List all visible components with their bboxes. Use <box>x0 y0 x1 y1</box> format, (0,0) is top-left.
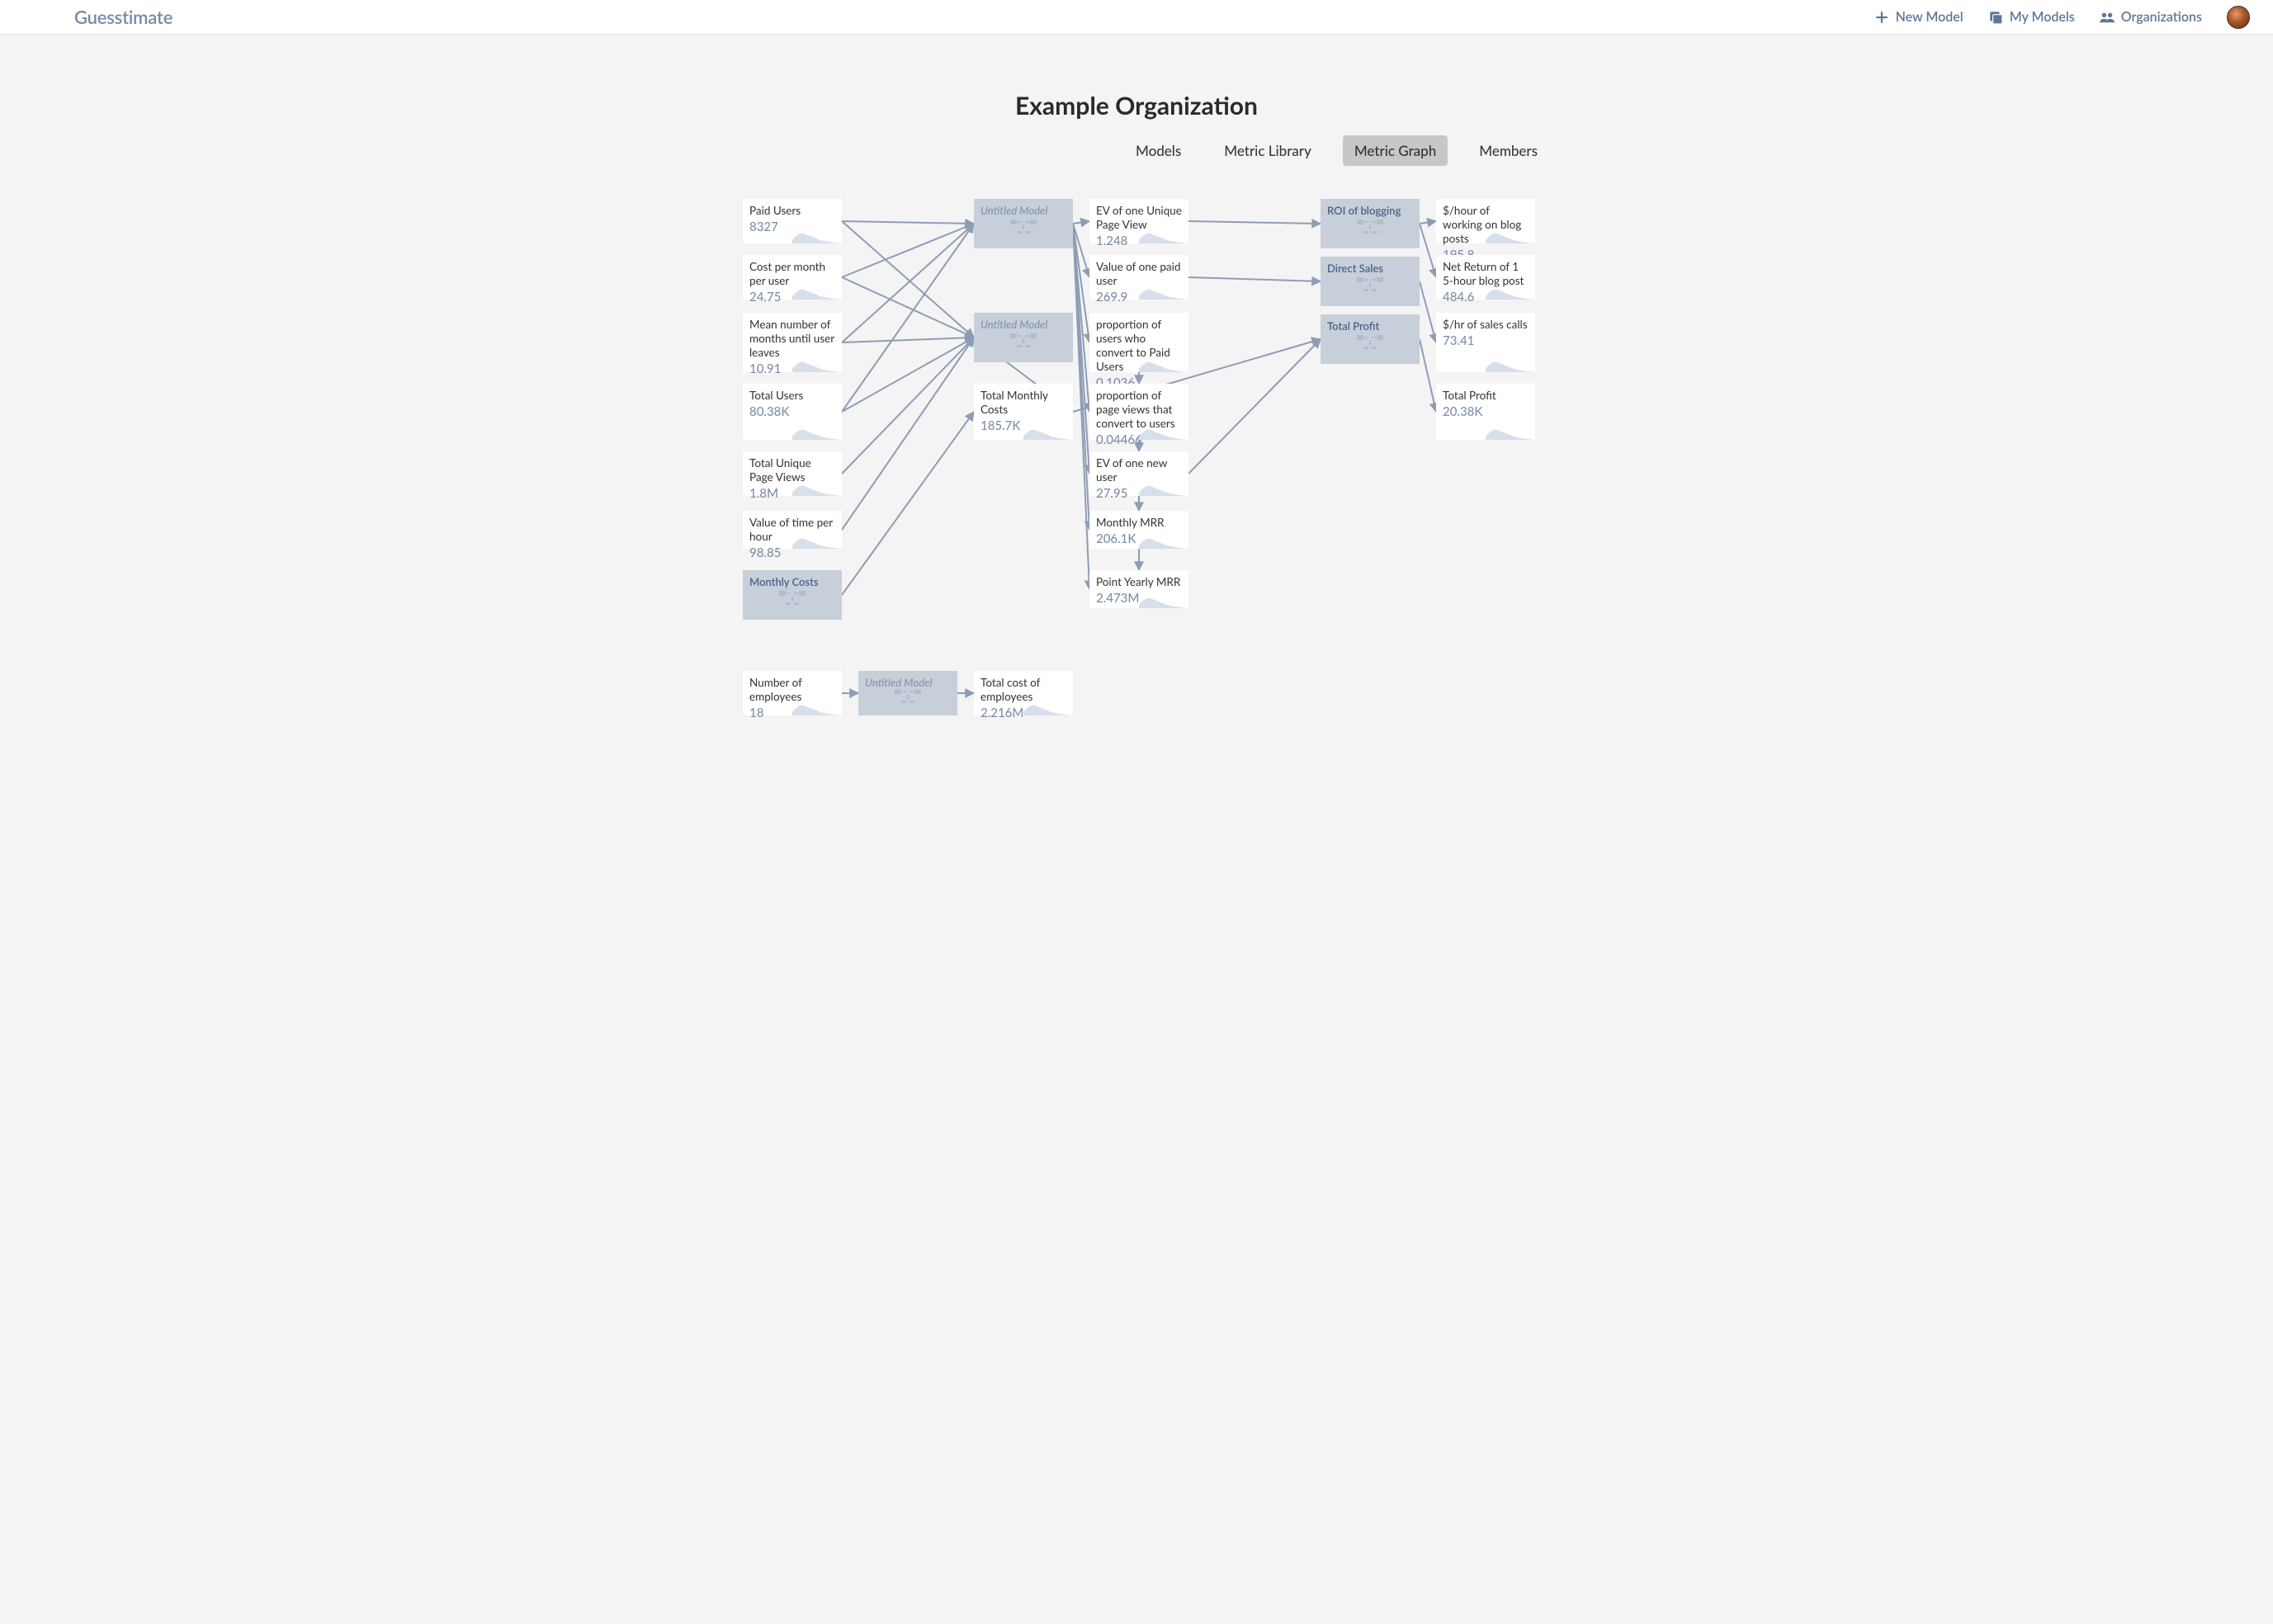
brand-logo[interactable]: Guesstimate <box>15 6 172 28</box>
node-label: EV of one Unique Page View <box>1096 204 1182 232</box>
node-untitled1[interactable]: Untitled Model <box>974 199 1073 248</box>
node-yearly_mrr[interactable]: Point Yearly MRR 2.473M <box>1089 570 1188 608</box>
node-value: 73.41 <box>1443 333 1529 349</box>
node-prop_paid[interactable]: proportion of users who convert to Paid … <box>1089 313 1188 372</box>
node-label: Cost per month per user <box>749 260 835 288</box>
user-avatar[interactable] <box>2227 6 2250 29</box>
node-label: $/hr of sales calls <box>1443 318 1529 332</box>
node-value: 80.38K <box>749 404 835 420</box>
node-unique_page_views[interactable]: Total Unique Page Views 1.8M <box>743 451 842 496</box>
node-label: Paid Users <box>749 204 835 218</box>
node-total_cost_emp[interactable]: Total cost of employees 2.216M <box>974 671 1073 715</box>
node-value_paid_user[interactable]: Value of one paid user 269.9 <box>1089 255 1188 300</box>
tab-metric-library[interactable]: Metric Library <box>1212 135 1323 166</box>
node-untitled3[interactable]: Untitled Model <box>858 671 957 715</box>
node-label: Net Return of 1 5-hour blog post <box>1443 260 1529 288</box>
node-monthly_mrr[interactable]: Monthly MRR 206.1K <box>1089 511 1188 549</box>
node-ev_new_user[interactable]: EV of one new user 27.95 <box>1089 451 1188 496</box>
node-label: ROI of blogging <box>1327 204 1413 217</box>
node-label: Monthly MRR <box>1096 516 1182 530</box>
node-label: Total Users <box>749 389 835 403</box>
node-dph_blog[interactable]: $/hour of working on blog posts 195.8 <box>1436 199 1535 243</box>
node-monthly_costs_m[interactable]: Monthly Costs <box>743 570 842 620</box>
node-label: Total Unique Page Views <box>749 456 835 484</box>
page-title: Example Organization <box>0 91 2273 120</box>
node-num_employees[interactable]: Number of employees 18 <box>743 671 842 715</box>
organizations-label: Organizations <box>2121 9 2202 25</box>
node-label: Total Monthly Costs <box>981 389 1066 417</box>
node-label: EV of one new user <box>1096 456 1182 484</box>
my-models-label: My Models <box>2010 9 2075 25</box>
node-untitled2[interactable]: Untitled Model <box>974 313 1073 362</box>
org-tabs: Models Metric Library Metric Graph Membe… <box>641 135 1632 166</box>
new-model-label: New Model <box>1896 9 1963 25</box>
node-total_monthly_cost[interactable]: Total Monthly Costs 185.7K <box>974 384 1073 440</box>
node-label: Untitled Model <box>981 318 1066 331</box>
node-paid_users[interactable]: Paid Users 8327 <box>743 199 842 243</box>
node-label: Direct Sales <box>1327 262 1413 275</box>
node-value_time_hour[interactable]: Value of time per hour 98.85 <box>743 511 842 549</box>
node-ev_upv[interactable]: EV of one Unique Page View 1.248 <box>1089 199 1188 243</box>
plus-icon <box>1874 10 1889 25</box>
new-model-link[interactable]: New Model <box>1874 9 1963 25</box>
node-label: Total Profit <box>1327 319 1413 333</box>
models-icon <box>1988 10 2003 25</box>
organizations-icon <box>2100 10 2115 25</box>
node-dph_sales[interactable]: $/hr of sales calls 73.41 <box>1436 313 1535 372</box>
node-mean_months[interactable]: Mean number of months until user leaves … <box>743 313 842 372</box>
node-direct_sales[interactable]: Direct Sales <box>1321 257 1420 306</box>
node-total_users[interactable]: Total Users 80.38K <box>743 384 842 440</box>
tab-metric-graph[interactable]: Metric Graph <box>1343 135 1448 166</box>
node-label: Point Yearly MRR <box>1096 575 1182 589</box>
top-nav: New Model My Models Organizations <box>1874 6 2250 29</box>
node-value: 20.38K <box>1443 404 1529 420</box>
metric-graph-canvas[interactable]: Paid Users 8327 Cost per month per user … <box>603 199 1670 777</box>
node-cost_per_month[interactable]: Cost per month per user 24.75 <box>743 255 842 300</box>
node-label: Total Profit <box>1443 389 1529 403</box>
node-roi_blogging[interactable]: ROI of blogging <box>1321 199 1420 248</box>
node-label: Monthly Costs <box>749 575 835 588</box>
organizations-link[interactable]: Organizations <box>2100 9 2202 25</box>
my-models-link[interactable]: My Models <box>1988 9 2075 25</box>
tab-members[interactable]: Members <box>1467 135 1549 166</box>
top-bar: Guesstimate New Model My Models Organiza… <box>0 0 2273 35</box>
node-total_profit_m[interactable]: Total Profit <box>1321 314 1420 364</box>
tab-models[interactable]: Models <box>1124 135 1193 166</box>
node-total_profit[interactable]: Total Profit 20.38K <box>1436 384 1535 440</box>
node-prop_pv_users[interactable]: proportion of page views that convert to… <box>1089 384 1188 440</box>
node-label: Value of one paid user <box>1096 260 1182 288</box>
node-net_return_blog[interactable]: Net Return of 1 5-hour blog post 484.6 <box>1436 255 1535 300</box>
node-label: Untitled Model <box>981 204 1066 217</box>
node-label: Number of employees <box>749 676 835 704</box>
node-label: Mean number of months until user leaves <box>749 318 835 360</box>
node-label: Total cost of employees <box>981 676 1066 704</box>
